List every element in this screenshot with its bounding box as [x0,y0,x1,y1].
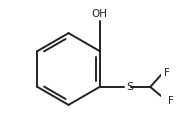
Text: S: S [126,82,133,92]
Text: OH: OH [92,9,108,19]
Text: F: F [168,96,174,106]
Text: F: F [164,68,170,78]
